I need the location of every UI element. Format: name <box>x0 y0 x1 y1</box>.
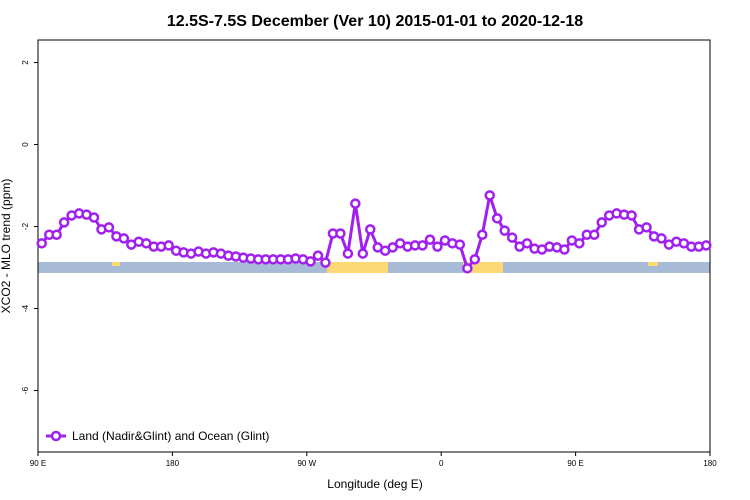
data-point <box>36 238 47 249</box>
y-tick-label: 0 <box>21 142 30 147</box>
data-point <box>469 254 481 265</box>
data-point <box>432 241 443 252</box>
y-axis-label: XCO2 - MLO trend (ppm) <box>0 179 13 314</box>
data-point <box>58 217 70 228</box>
data-point <box>305 256 316 267</box>
data-point <box>118 233 130 244</box>
x-tick-label: 180 <box>166 459 180 468</box>
land-segment <box>463 262 503 273</box>
data-point <box>163 240 174 251</box>
data-point <box>417 240 428 251</box>
data-point <box>589 229 600 240</box>
data-point <box>387 242 398 253</box>
data-point <box>365 224 376 235</box>
data-point <box>335 228 346 239</box>
land-segment <box>648 262 658 266</box>
data-point <box>342 248 354 259</box>
data-point <box>521 238 533 249</box>
legend-label: Land (Nadir&Glint) and Ocean (Glint) <box>72 429 269 443</box>
x-tick-label: 90 W <box>297 459 316 468</box>
data-point <box>484 190 495 201</box>
data-point <box>103 222 115 233</box>
data-point <box>499 225 510 236</box>
land-ocean-band <box>38 262 710 273</box>
data-point <box>701 240 712 251</box>
chart-title: 12.5S-7.5S December (Ver 10) 2015-01-01 … <box>167 13 583 30</box>
data-point <box>506 232 518 243</box>
data-point <box>357 248 369 259</box>
x-tick-label: 180 <box>703 459 717 468</box>
land-segment <box>327 262 388 273</box>
data-point <box>596 217 607 228</box>
y-tick-label: -6 <box>21 386 30 394</box>
data-point <box>641 222 652 233</box>
y-tick-label: 2 <box>21 60 30 65</box>
data-point <box>626 210 637 221</box>
data-point <box>491 213 503 224</box>
data-point <box>454 239 466 250</box>
data-point <box>320 257 331 268</box>
y-tick-label: -4 <box>21 304 30 312</box>
x-tick-label: 0 <box>439 459 444 468</box>
x-tick-label: 90 E <box>30 459 46 468</box>
data-point <box>88 212 100 223</box>
data-point <box>477 229 488 240</box>
data-point <box>462 263 473 274</box>
data-point <box>559 244 570 255</box>
land-segment <box>112 262 120 266</box>
x-axis-label: Longitude (deg E) <box>327 477 422 491</box>
data-point <box>350 198 361 209</box>
y-tick-label: -2 <box>21 222 30 230</box>
data-point <box>574 238 585 249</box>
data-point <box>312 250 324 261</box>
x-tick-label: 90 E <box>567 459 583 468</box>
data-point <box>656 233 667 244</box>
data-point <box>51 229 62 240</box>
legend-marker <box>50 430 62 442</box>
data-point <box>424 234 436 245</box>
